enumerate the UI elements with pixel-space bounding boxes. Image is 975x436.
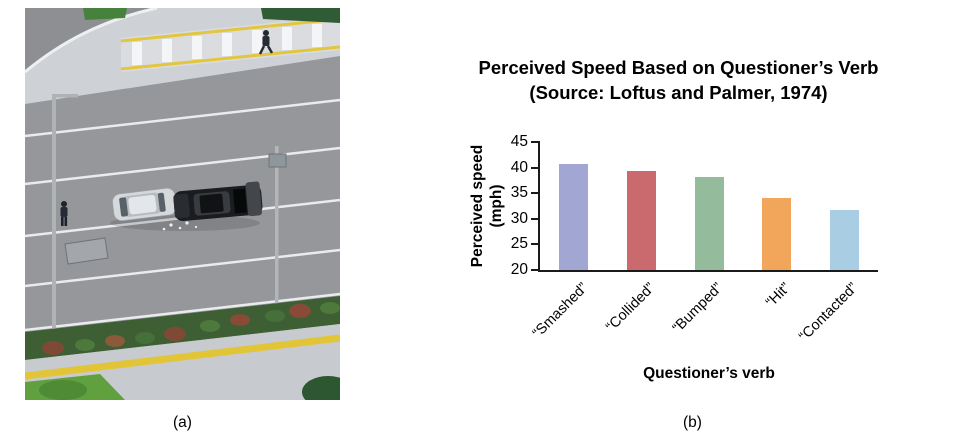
x-category-label: “Bumped”	[669, 280, 727, 337]
bar-bumped	[694, 177, 724, 270]
x-category-label: “Smashed”	[529, 280, 592, 342]
x-category-label: “Hit”	[763, 280, 794, 311]
corner-bush	[302, 376, 340, 400]
accident-photo	[25, 8, 340, 400]
person-standing	[60, 201, 68, 226]
y-tick-label: 30	[510, 209, 528, 227]
tactile-strip	[25, 334, 340, 380]
black-car	[173, 181, 263, 222]
bar-smashed	[559, 163, 589, 270]
y-tick-label: 40	[510, 158, 528, 176]
bar-hit	[762, 198, 792, 270]
debris	[162, 221, 198, 231]
bar-contacted	[829, 209, 859, 270]
y-tick-mark	[531, 269, 538, 271]
sign-panel	[64, 237, 109, 265]
y-tick-mark	[531, 141, 538, 143]
bar-collided	[626, 171, 656, 270]
bottom-hedge	[25, 296, 340, 360]
x-axis-title: Questioner’s verb	[643, 365, 775, 382]
accident-cars	[110, 181, 263, 231]
chart-title-line1: Perceived Speed Based on Questioner’s Ve…	[478, 57, 879, 78]
y-tick-label: 35	[510, 184, 528, 202]
y-tick-mark	[531, 217, 538, 220]
caption-a: (a)	[173, 414, 192, 431]
light-pole-right	[268, 146, 287, 318]
y-tick-label: 25	[510, 235, 528, 253]
caption-b: (b)	[683, 414, 702, 431]
chart-plot: 20 25 30 35 40 45	[511, 133, 878, 278]
chart-title: Perceived Speed Based on Questioner’s Ve…	[406, 55, 951, 105]
chart-title-line2: (Source: Loftus and Palmer, 1974)	[529, 82, 828, 103]
x-axis-line	[538, 270, 878, 272]
bar-chart: Perceived Speed Based on Questioner’s Ve…	[420, 8, 965, 408]
crosswalk	[120, 16, 340, 72]
y-axis-title-line1: Perceived speed	[469, 144, 486, 268]
y-tick-mark	[531, 192, 538, 195]
bottom-strip	[25, 296, 340, 400]
y-tick-label: 45	[510, 133, 528, 150]
y-tick-label: 20	[510, 261, 528, 278]
y-tick-mark	[531, 243, 538, 246]
pedestrian-walking	[258, 30, 274, 55]
y-tick-mark	[531, 166, 538, 169]
accident-photo-panel	[25, 8, 340, 400]
x-category-label: “Collided”	[603, 280, 659, 336]
y-axis-line	[538, 141, 540, 270]
x-category-label: “Contacted”	[796, 280, 862, 345]
silver-car	[112, 187, 177, 222]
hedges-top	[83, 8, 340, 23]
chart-xlabels: “Smashed” “Collided” “Bumped” “Hit” “Contact…	[530, 270, 878, 350]
